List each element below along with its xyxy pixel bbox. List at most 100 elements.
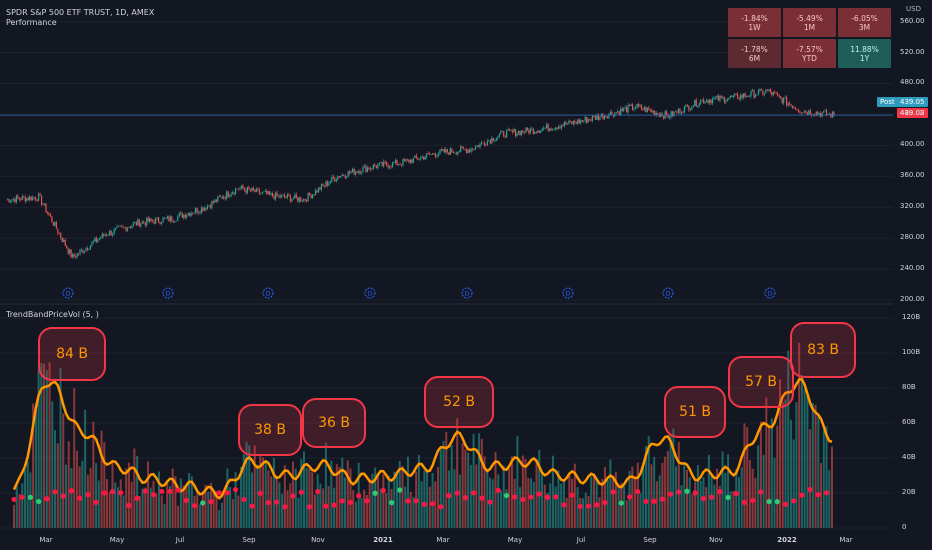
price-candle	[540, 130, 542, 133]
performance-value: -5.49%	[796, 13, 823, 23]
price-candle	[197, 211, 200, 213]
price-candle	[412, 157, 414, 163]
volume-axis-label: 80B	[902, 383, 916, 391]
price-candle	[298, 197, 300, 202]
volume-bar	[234, 472, 237, 528]
price-candle	[479, 143, 481, 148]
price-candle	[91, 242, 93, 246]
volume-signal-dot	[438, 504, 444, 510]
price-candle	[162, 218, 164, 223]
price-candle	[550, 128, 552, 131]
price-candle	[80, 249, 83, 251]
price-candle	[276, 192, 278, 196]
price-candle	[695, 99, 697, 107]
price-candle	[722, 96, 724, 98]
price-candle	[825, 110, 828, 115]
price-candle	[316, 190, 318, 193]
price-candle	[578, 119, 580, 124]
price-candle	[586, 117, 588, 123]
volume-bar	[814, 404, 817, 528]
price-axis-label: 360.00	[900, 171, 925, 180]
performance-value: 11.88%	[850, 44, 879, 54]
price-candle	[312, 194, 314, 199]
price-candle	[485, 145, 487, 147]
volume-bar	[426, 469, 429, 528]
volume-bar	[614, 471, 617, 528]
price-candle	[747, 96, 749, 97]
volume-callout: 84 B	[38, 327, 106, 381]
price-candle	[160, 222, 163, 224]
volume-bar	[609, 459, 612, 528]
volume-bar	[302, 451, 305, 528]
price-candle	[671, 111, 674, 117]
price-candle	[285, 197, 287, 198]
volume-bar	[64, 464, 67, 528]
volume-signal-dot	[462, 495, 469, 501]
price-candle	[266, 191, 268, 195]
price-candle	[300, 197, 302, 202]
volume-bar	[136, 455, 139, 528]
volume-bar	[464, 449, 467, 528]
price-candle	[95, 238, 97, 242]
price-candle	[89, 245, 92, 250]
volume-signal-dot	[397, 487, 403, 493]
price-candle	[737, 94, 739, 99]
volume-signal-dot	[200, 500, 206, 506]
price-candle	[307, 193, 309, 202]
volume-bar	[152, 480, 155, 528]
volume-bar	[625, 500, 628, 528]
price-candle	[531, 128, 533, 130]
volume-bar	[442, 441, 445, 528]
volume-bar	[138, 495, 141, 528]
volume-signal-dot	[676, 489, 682, 495]
volume-bar	[820, 463, 823, 528]
price-candle	[221, 196, 223, 199]
volume-bar	[727, 454, 730, 528]
price-candle	[670, 111, 672, 118]
volume-bar	[43, 363, 46, 528]
price-candle	[309, 193, 311, 196]
volume-signal-dot	[446, 493, 452, 499]
volume-bar	[694, 481, 697, 528]
dividend-marker-label: D	[166, 291, 171, 298]
volume-bar	[89, 468, 92, 528]
volume-bar	[256, 464, 259, 528]
price-candle	[609, 111, 611, 115]
price-candle	[506, 130, 508, 138]
price-candle	[344, 175, 346, 178]
price-candle	[590, 119, 592, 121]
volume-bar	[683, 464, 686, 528]
price-candle	[35, 197, 37, 200]
dividend-marker-label: D	[566, 291, 571, 298]
price-candle	[168, 216, 170, 222]
volume-bar	[773, 457, 776, 528]
volume-bar	[735, 469, 738, 528]
volume-bar	[54, 430, 57, 528]
performance-period: YTD	[802, 53, 817, 63]
volume-bar	[787, 350, 790, 528]
volume-bar	[486, 468, 489, 528]
time-axis-label: Jul	[175, 536, 185, 544]
price-candle	[326, 181, 329, 186]
price-candle	[283, 194, 286, 198]
dividend-marker-icon	[764, 287, 776, 299]
price-candle	[183, 214, 185, 218]
currency-label: USD	[906, 5, 921, 13]
volume-signal-dot	[290, 493, 296, 499]
price-candle	[677, 108, 680, 113]
volume-bar	[650, 464, 653, 528]
volume-signal-dot	[315, 489, 321, 495]
volume-bar	[163, 504, 166, 528]
volume-signal-dot	[807, 486, 813, 493]
volume-bar	[423, 470, 426, 528]
price-candle	[314, 190, 317, 195]
price-candle	[58, 233, 60, 234]
price-candle	[762, 90, 764, 95]
volume-bar	[40, 362, 43, 528]
volume-signal-dot	[758, 489, 764, 495]
volume-bar	[472, 434, 475, 528]
price-candle	[66, 245, 68, 249]
price-candle	[42, 204, 44, 206]
price-candle	[591, 116, 594, 121]
